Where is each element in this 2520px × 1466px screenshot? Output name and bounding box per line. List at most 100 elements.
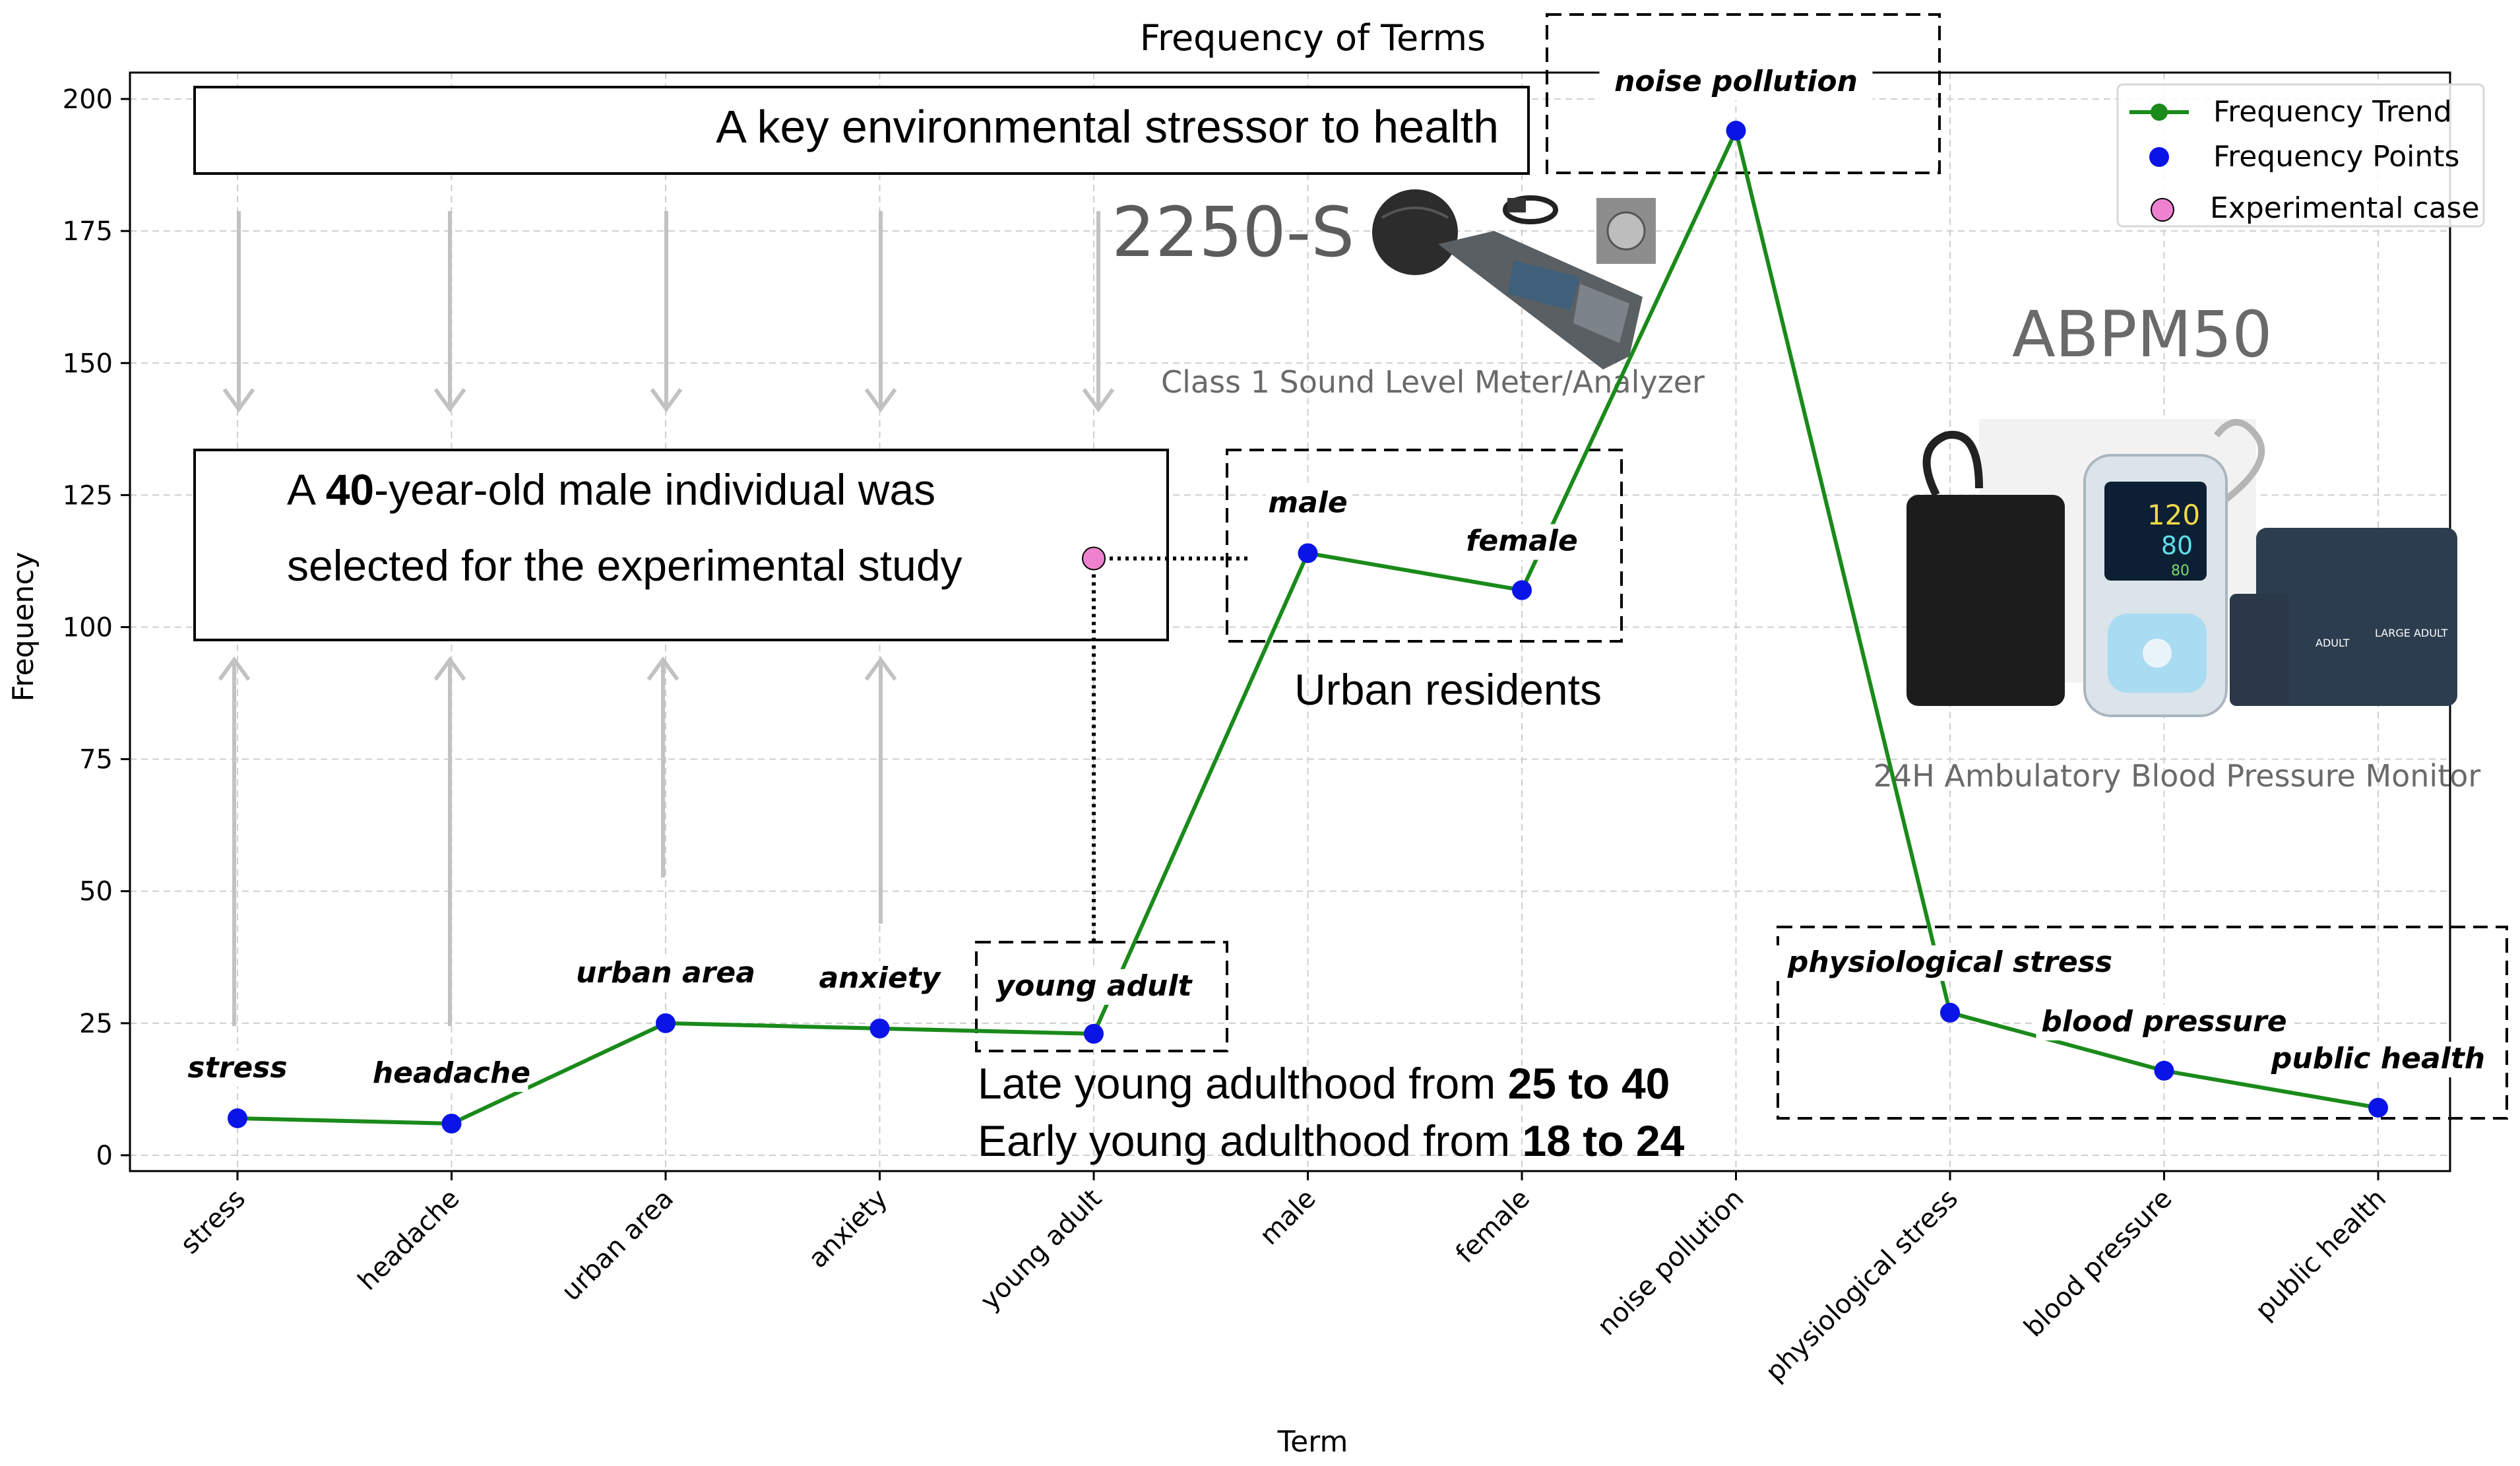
bp-display-sys: 120 xyxy=(2147,499,2200,531)
y-tick-label: 50 xyxy=(79,877,113,907)
x-axis-ticks: stress headache urban area anxiety young adu… xyxy=(175,1171,2392,1387)
point-label-bg xyxy=(1265,486,1350,522)
early-young-text: Early young adulthood from xyxy=(978,1116,1522,1165)
arrow-up-1-head xyxy=(218,656,251,681)
point-urban-area xyxy=(656,1013,676,1033)
bp-cuff-large xyxy=(2256,528,2457,706)
meter-mic-ball xyxy=(1372,189,1458,275)
point-label-bg xyxy=(375,1056,528,1092)
bp-bag xyxy=(1906,495,2065,706)
x-tick-label: blood pressure xyxy=(2019,1184,2178,1343)
bp-device-screen xyxy=(2104,482,2207,581)
point-physiological-stress xyxy=(1940,1002,1960,1023)
arrow-up-4-head xyxy=(864,656,897,681)
arrow-down-1-head xyxy=(222,388,255,413)
point-label: anxiety xyxy=(819,961,941,995)
y-tick-label: 150 xyxy=(63,348,113,379)
point-label: public health xyxy=(2271,1042,2485,1075)
x-tick-label: urban area xyxy=(556,1184,679,1307)
individual-box xyxy=(193,449,1169,641)
arrow-up-3-head xyxy=(646,656,679,681)
bp-cuff-label: LARGE ADULT xyxy=(2375,627,2448,639)
legend-entry-experimental: Experimental case xyxy=(2210,191,2480,225)
point-label: female xyxy=(1466,524,1577,558)
bp-cuff-label2: ADULT xyxy=(2315,637,2350,649)
legend-frame xyxy=(2116,83,2485,228)
sound-level-meter-image xyxy=(1372,189,1656,369)
legend-experimental-marker xyxy=(2151,198,2174,222)
early-young-range: 18 to 24 xyxy=(1522,1116,1684,1165)
bp-display-dia: 80 xyxy=(2161,531,2193,560)
point-label-bg xyxy=(1599,65,1873,101)
y-axis-label: Frequency xyxy=(7,552,40,701)
x-tick-label: physiological stress xyxy=(1760,1184,1964,1387)
experimental-connectors xyxy=(1092,556,1252,943)
stressor-text: A key environmental stressor to health xyxy=(716,101,1499,152)
point-label-bg xyxy=(1771,945,2129,981)
arrow-down-4-head xyxy=(864,388,897,413)
point-female xyxy=(1512,580,1532,600)
point-label-bg xyxy=(2036,1004,2292,1040)
individual-age: 40 xyxy=(326,465,374,514)
bp-tube xyxy=(2214,419,2265,504)
meter-accessory-cable xyxy=(1503,195,1558,224)
y-tick-label: 200 xyxy=(63,84,113,115)
early-young-adulthood: Early young adulthood from 18 to 24 xyxy=(978,1116,1685,1165)
x-tick-label: headache xyxy=(352,1184,465,1296)
young-adult-box xyxy=(975,941,1228,1052)
legend-line-marker xyxy=(2151,104,2168,121)
point-blood-pressure xyxy=(2154,1060,2174,1081)
point-male xyxy=(1298,543,1318,563)
point-label-bg xyxy=(811,961,948,997)
point-young-adult xyxy=(1084,1023,1104,1044)
device1-model: 2250-S xyxy=(1112,192,1354,272)
x-tick-label: anxiety xyxy=(803,1184,894,1275)
y-tick-label: 125 xyxy=(63,480,113,511)
individual-text-line1: A 40-year-old male individual was xyxy=(287,465,935,514)
urban-residents-label: Urban residents xyxy=(1294,665,1602,714)
point-public-health xyxy=(2368,1097,2388,1118)
arrow-down-2-head xyxy=(433,388,466,413)
device2-model: ABPM50 xyxy=(2012,298,2272,371)
point-label: headache xyxy=(373,1056,530,1090)
point-anxiety xyxy=(869,1018,890,1038)
gray-arrows xyxy=(218,211,1115,1026)
x-tick-label: male xyxy=(1254,1184,1322,1252)
y-tick-label: 100 xyxy=(63,613,113,643)
point-noise-pollution xyxy=(1726,121,1746,141)
point-stress xyxy=(228,1108,247,1128)
individual-text-line2: selected for the experimental study xyxy=(287,541,962,590)
point-label: urban area xyxy=(576,956,755,990)
point-headache xyxy=(441,1113,462,1133)
x-tick-label: noise pollution xyxy=(1592,1184,1750,1342)
point-label-bg xyxy=(178,1050,297,1087)
y-tick-label: 175 xyxy=(63,216,113,247)
bp-monitor-image: LARGE ADULT ADULT 120 80 80 xyxy=(1906,419,2457,717)
x-tick-label: public health xyxy=(2250,1184,2392,1326)
meter-screen xyxy=(1507,261,1580,310)
meter-accessory-case xyxy=(1596,198,1656,264)
point-label: young adult xyxy=(996,969,1193,1003)
point-label: blood pressure xyxy=(2041,1005,2286,1038)
late-young-range: 25 to 40 xyxy=(1508,1059,1670,1108)
y-tick-label: 75 xyxy=(79,745,113,775)
arrow-up-2-head xyxy=(433,656,466,681)
point-label: stress xyxy=(187,1051,287,1085)
legend-entry-points: Frequency Points xyxy=(2213,140,2459,174)
arrow-down-3-head xyxy=(650,388,683,413)
device2-caption: 24H Ambulatory Blood Pressure Monitor xyxy=(1874,758,2481,794)
point-label: physiological stress xyxy=(1787,945,2112,979)
chart-title: Frequency of Terms xyxy=(1140,17,1486,59)
x-tick-label: female xyxy=(1450,1184,1536,1269)
experimental-case-point xyxy=(1082,546,1106,571)
x-tick-label: stress xyxy=(175,1184,251,1260)
bp-device-button xyxy=(2143,639,2172,668)
late-young-adulthood: Late young adulthood from 25 to 40 xyxy=(978,1059,1670,1108)
legend-entry-trend: Frequency Trend xyxy=(2213,95,2452,129)
x-tick-label: young adult xyxy=(975,1184,1108,1317)
meter-keypad xyxy=(1573,284,1629,343)
point-label-bg xyxy=(992,969,1196,1005)
y-tick-label: 25 xyxy=(79,1009,113,1039)
point-label-bg xyxy=(1463,524,1581,560)
